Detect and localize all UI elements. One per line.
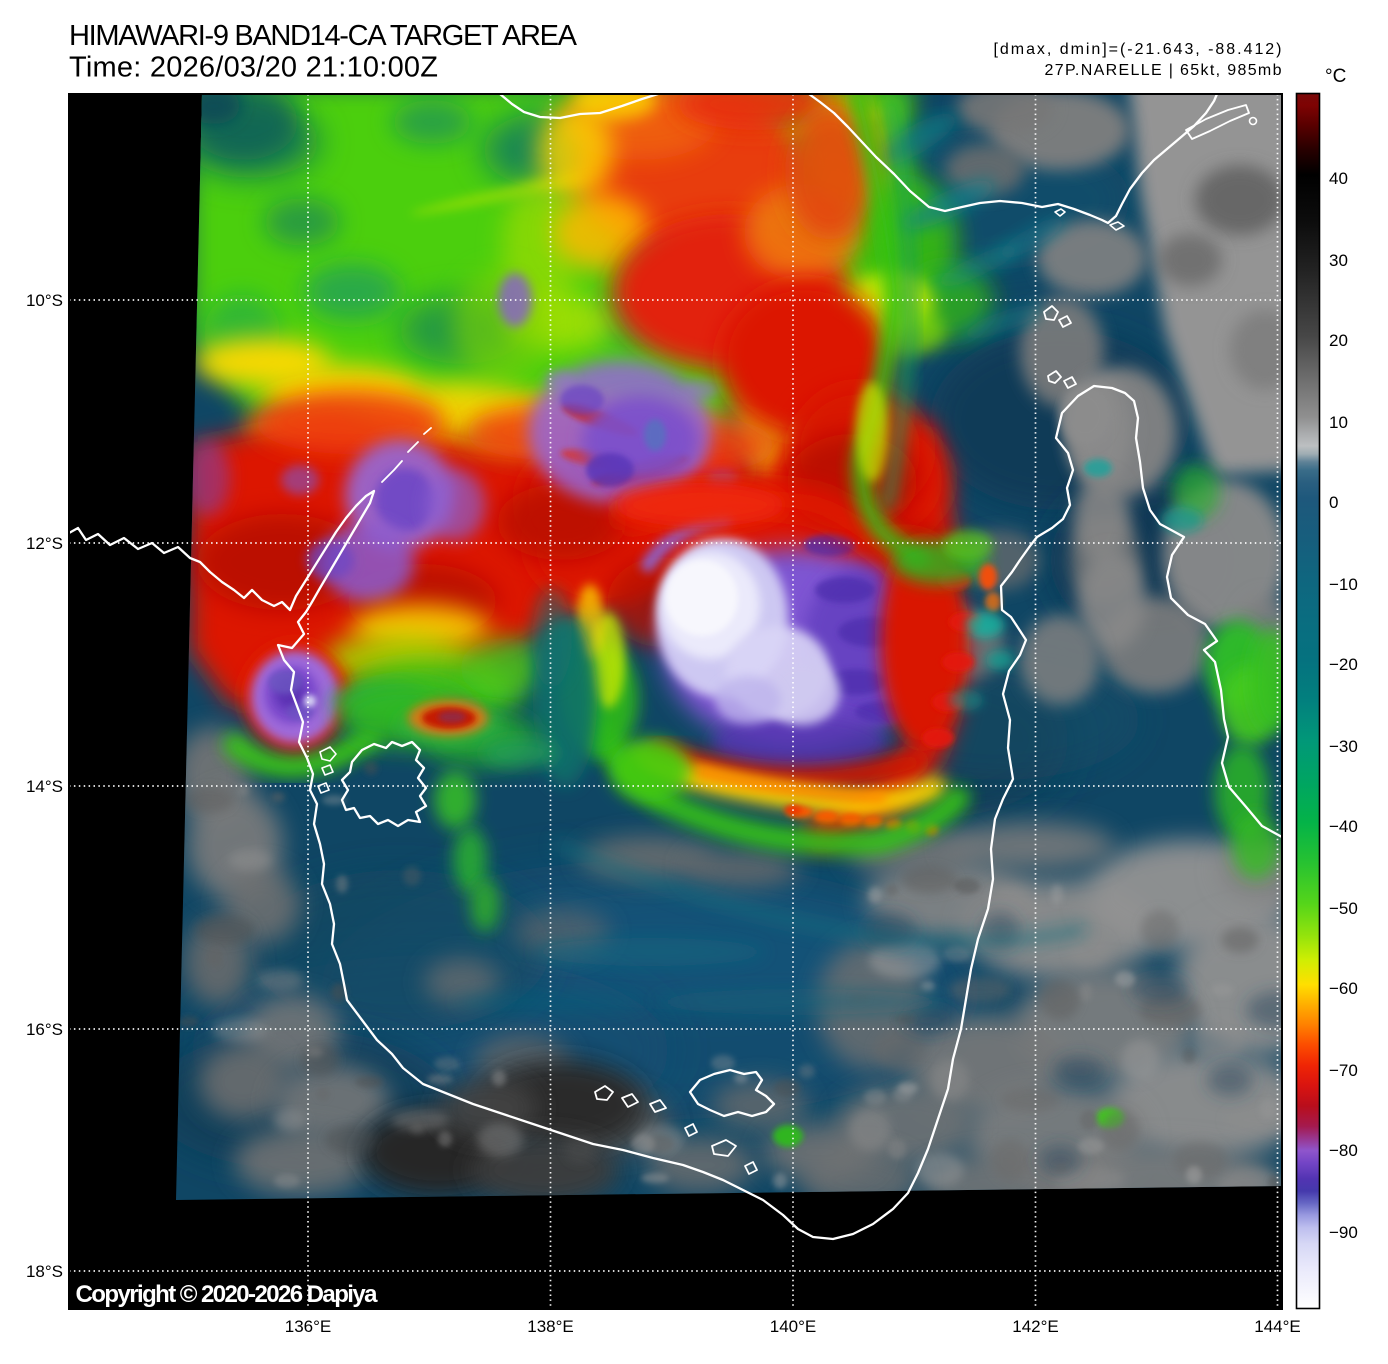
svg-text:Copyright © 2020-2026 Dapiya: Copyright © 2020-2026 Dapiya — [76, 1281, 379, 1308]
svg-text:140°E: 140°E — [770, 1317, 817, 1336]
svg-text:30: 30 — [1329, 251, 1348, 270]
svg-text:−30: −30 — [1329, 737, 1358, 756]
svg-text:27P.NARELLE | 65kt, 985mb: 27P.NARELLE | 65kt, 985mb — [1045, 62, 1282, 79]
svg-text:10°S: 10°S — [26, 291, 63, 310]
svg-text:138°E: 138°E — [527, 1317, 574, 1336]
svg-text:136°E: 136°E — [285, 1317, 332, 1336]
svg-text:−60: −60 — [1329, 979, 1358, 998]
svg-text:−20: −20 — [1329, 655, 1358, 674]
svg-text:12°S: 12°S — [26, 534, 63, 553]
svg-text:40: 40 — [1329, 169, 1348, 188]
svg-text:20: 20 — [1329, 331, 1348, 350]
svg-text:10: 10 — [1329, 413, 1348, 432]
svg-text:14°S: 14°S — [26, 777, 63, 796]
svg-text:16°S: 16°S — [26, 1020, 63, 1039]
svg-text:−90: −90 — [1329, 1223, 1358, 1242]
svg-text:0: 0 — [1329, 493, 1338, 512]
svg-text:−40: −40 — [1329, 817, 1358, 836]
svg-text:−80: −80 — [1329, 1141, 1358, 1160]
svg-text:−70: −70 — [1329, 1061, 1358, 1080]
svg-text:−50: −50 — [1329, 899, 1358, 918]
svg-text:°C: °C — [1325, 66, 1346, 87]
svg-text:18°S: 18°S — [26, 1262, 63, 1281]
svg-text:144°E: 144°E — [1254, 1317, 1301, 1336]
svg-text:142°E: 142°E — [1012, 1317, 1059, 1336]
svg-text:−10: −10 — [1329, 575, 1358, 594]
svg-text:[dmax, dmin]=(-21.643, -88.412: [dmax, dmin]=(-21.643, -88.412) — [994, 41, 1282, 58]
svg-text:Time: 2026/03/20 21:10:00Z: Time: 2026/03/20 21:10:00Z — [69, 51, 438, 83]
svg-text:HIMAWARI-9 BAND14-CA TARGET AR: HIMAWARI-9 BAND14-CA TARGET AREA — [69, 20, 578, 52]
